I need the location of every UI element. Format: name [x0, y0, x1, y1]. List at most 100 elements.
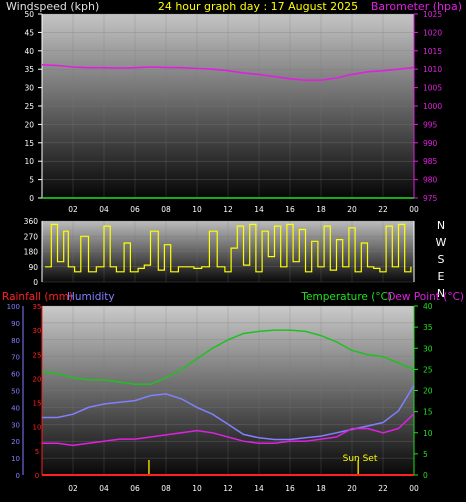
- tick-label-humidity: 80: [11, 337, 20, 345]
- tick-label-hour: 08: [161, 205, 171, 214]
- tick-label-windspeed: 10: [24, 157, 34, 166]
- tick-label-direction: 180: [24, 248, 39, 257]
- compass-label: N: [437, 287, 445, 300]
- ylabel-rainfall: Rainfall (mm): [2, 291, 73, 303]
- compass-label: N: [437, 219, 445, 232]
- tick-label-barometer: 980: [423, 176, 438, 185]
- tick-label-temperature: 10: [423, 429, 433, 438]
- tick-label-rain: 10: [33, 424, 42, 432]
- tick-label-direction: 270: [24, 232, 39, 241]
- ylabel-humidity: Humidity: [67, 291, 115, 303]
- dew-point-line: [42, 413, 415, 447]
- series-lines: [41, 329, 415, 476]
- tick-label-hour: 02: [68, 484, 78, 493]
- x-axis-ticks: 02 04 06 08 10 12 14 16 18 20 22 00: [42, 197, 419, 214]
- tick-label-temperature: 0: [423, 471, 428, 480]
- tick-label-windspeed: 0: [29, 194, 34, 203]
- tick-label-barometer: 1005: [423, 84, 442, 93]
- tick-label-hour: 14: [254, 484, 264, 493]
- tick-label-barometer: 1010: [423, 65, 442, 74]
- tick-label-humidity: 40: [11, 404, 20, 412]
- tick-label-barometer: 1015: [423, 47, 442, 56]
- tick-label-hour: 18: [316, 484, 326, 493]
- right-axis-ticks: 975 980 985 990 995 1000 1005 1010 1015 1020 1025: [413, 10, 442, 203]
- rain-axis-ticks: 0 5 10 15 20 25 30 35: [33, 303, 43, 480]
- tick-label-hour: 14: [254, 205, 264, 214]
- tick-label-hour: 22: [378, 205, 388, 214]
- tick-label-humidity: 100: [7, 303, 20, 311]
- tick-label-hour: 00: [409, 205, 419, 214]
- tick-label-humidity: 0: [16, 472, 20, 480]
- tick-label-hour: 12: [223, 205, 233, 214]
- tick-label-temperature: 20: [423, 387, 433, 396]
- tick-label-hour: 18: [316, 205, 326, 214]
- tick-label-humidity: 30: [11, 421, 20, 429]
- tick-label-barometer: 1025: [423, 10, 442, 19]
- left-axis-ticks: 0 5 10 15 20 25 30 35 40 45 50: [24, 10, 43, 203]
- tick-label-humidity: 90: [11, 320, 20, 328]
- tick-label-direction: 0: [33, 278, 38, 287]
- tick-label-hour: 22: [378, 484, 388, 493]
- tick-label-rain: 15: [33, 400, 42, 408]
- tick-label-rain: 30: [33, 327, 42, 335]
- tick-label-windspeed: 40: [24, 47, 34, 56]
- tick-label-windspeed: 45: [24, 28, 34, 37]
- barometer-line: [41, 64, 415, 81]
- temperature-line: [41, 329, 415, 385]
- tick-label-hour: 16: [285, 484, 295, 493]
- x-axis-ticks: 02 04 06 08 10 12 14 16 18 20 22 00: [42, 474, 419, 493]
- tick-label-rain: 20: [33, 375, 42, 383]
- tick-label-hour: 20: [347, 205, 357, 214]
- gridlines: [42, 13, 415, 199]
- tick-label-temperature: 5: [423, 450, 428, 459]
- tick-label-temperature: 35: [423, 323, 433, 332]
- tick-label-direction: 360: [24, 217, 39, 226]
- tick-label-hour: 00: [409, 484, 419, 493]
- temperature-axis-ticks: 0 5 10 15 20 25 30 35 40: [413, 302, 433, 480]
- tick-label-windspeed: 35: [24, 65, 34, 74]
- left-axis-ticks: 0 90 180 270 360: [24, 217, 415, 287]
- ylabel-left-windspeed: Windspeed (kph): [6, 0, 99, 13]
- tick-label-hour: 10: [192, 484, 202, 493]
- tick-label-hour: 16: [285, 205, 295, 214]
- tick-label-barometer: 1020: [423, 28, 442, 37]
- compass-label: W: [436, 236, 447, 249]
- tick-label-hour: 04: [99, 205, 109, 214]
- tick-label-hour: 12: [223, 484, 233, 493]
- tick-label-hour: 10: [192, 205, 202, 214]
- tick-label-humidity: 60: [11, 371, 20, 379]
- tick-label-humidity: 50: [11, 388, 20, 396]
- tick-label-windspeed: 20: [24, 120, 34, 129]
- tick-label-barometer: 995: [423, 120, 438, 129]
- tick-label-windspeed: 25: [24, 102, 34, 111]
- chart-title: 24 hour graph day : 17 August 2025: [158, 0, 358, 13]
- tick-label-hour: 20: [347, 484, 357, 493]
- tick-label-windspeed: 50: [24, 10, 34, 19]
- humidity-line: [42, 385, 415, 441]
- tick-label-barometer: 985: [423, 157, 438, 166]
- series-lines: [45, 223, 412, 273]
- tick-label-temperature: 15: [423, 408, 433, 417]
- tick-label-windspeed: 30: [24, 84, 34, 93]
- tick-label-rain: 35: [33, 303, 42, 311]
- tick-label-humidity: 20: [11, 438, 20, 446]
- tick-label-windspeed: 15: [24, 139, 34, 148]
- tick-label-barometer: 975: [423, 194, 438, 203]
- tick-label-windspeed: 5: [29, 176, 34, 185]
- ylabel-temperature: Temperature (°C): [300, 291, 392, 303]
- tick-label-barometer: 1000: [423, 102, 442, 111]
- tick-label-hour: 08: [161, 484, 171, 493]
- tick-label-humidity: 70: [11, 354, 20, 362]
- wind-direction-line: [45, 223, 412, 273]
- ylabel-dew-point: Dew Point (°C): [387, 291, 464, 303]
- tick-label-barometer: 990: [423, 139, 438, 148]
- tick-label-rain: 5: [35, 448, 39, 456]
- tick-label-direction: 90: [28, 263, 38, 272]
- tick-label-humidity: 10: [11, 455, 20, 463]
- compass-label: E: [438, 270, 445, 283]
- series-lines: [41, 64, 415, 81]
- tick-label-temperature: 30: [423, 344, 433, 353]
- tick-label-hour: 06: [130, 205, 140, 214]
